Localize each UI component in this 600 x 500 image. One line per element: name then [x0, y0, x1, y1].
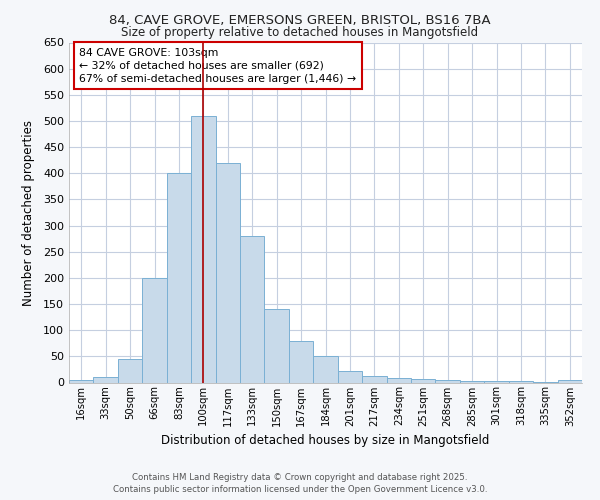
Bar [118, 359, 142, 382]
Y-axis label: Number of detached properties: Number of detached properties [22, 120, 35, 306]
X-axis label: Distribution of detached houses by size in Mangotsfield: Distribution of detached houses by size … [161, 434, 490, 447]
Bar [191, 116, 215, 382]
Bar [69, 380, 94, 382]
Bar [460, 381, 484, 382]
Bar [265, 310, 289, 382]
Text: 84 CAVE GROVE: 103sqm
← 32% of detached houses are smaller (692)
67% of semi-det: 84 CAVE GROVE: 103sqm ← 32% of detached … [79, 48, 356, 84]
Bar [557, 380, 582, 382]
Bar [313, 356, 338, 382]
Bar [338, 371, 362, 382]
Bar [436, 380, 460, 382]
Bar [411, 379, 436, 382]
Bar [240, 236, 265, 382]
Bar [142, 278, 167, 382]
Text: Size of property relative to detached houses in Mangotsfield: Size of property relative to detached ho… [121, 26, 479, 39]
Bar [289, 340, 313, 382]
Bar [167, 174, 191, 382]
Text: Contains HM Land Registry data © Crown copyright and database right 2025.
Contai: Contains HM Land Registry data © Crown c… [113, 472, 487, 494]
Bar [484, 381, 509, 382]
Bar [386, 378, 411, 382]
Bar [94, 378, 118, 382]
Text: 84, CAVE GROVE, EMERSONS GREEN, BRISTOL, BS16 7BA: 84, CAVE GROVE, EMERSONS GREEN, BRISTOL,… [109, 14, 491, 27]
Bar [215, 163, 240, 382]
Bar [362, 376, 386, 382]
